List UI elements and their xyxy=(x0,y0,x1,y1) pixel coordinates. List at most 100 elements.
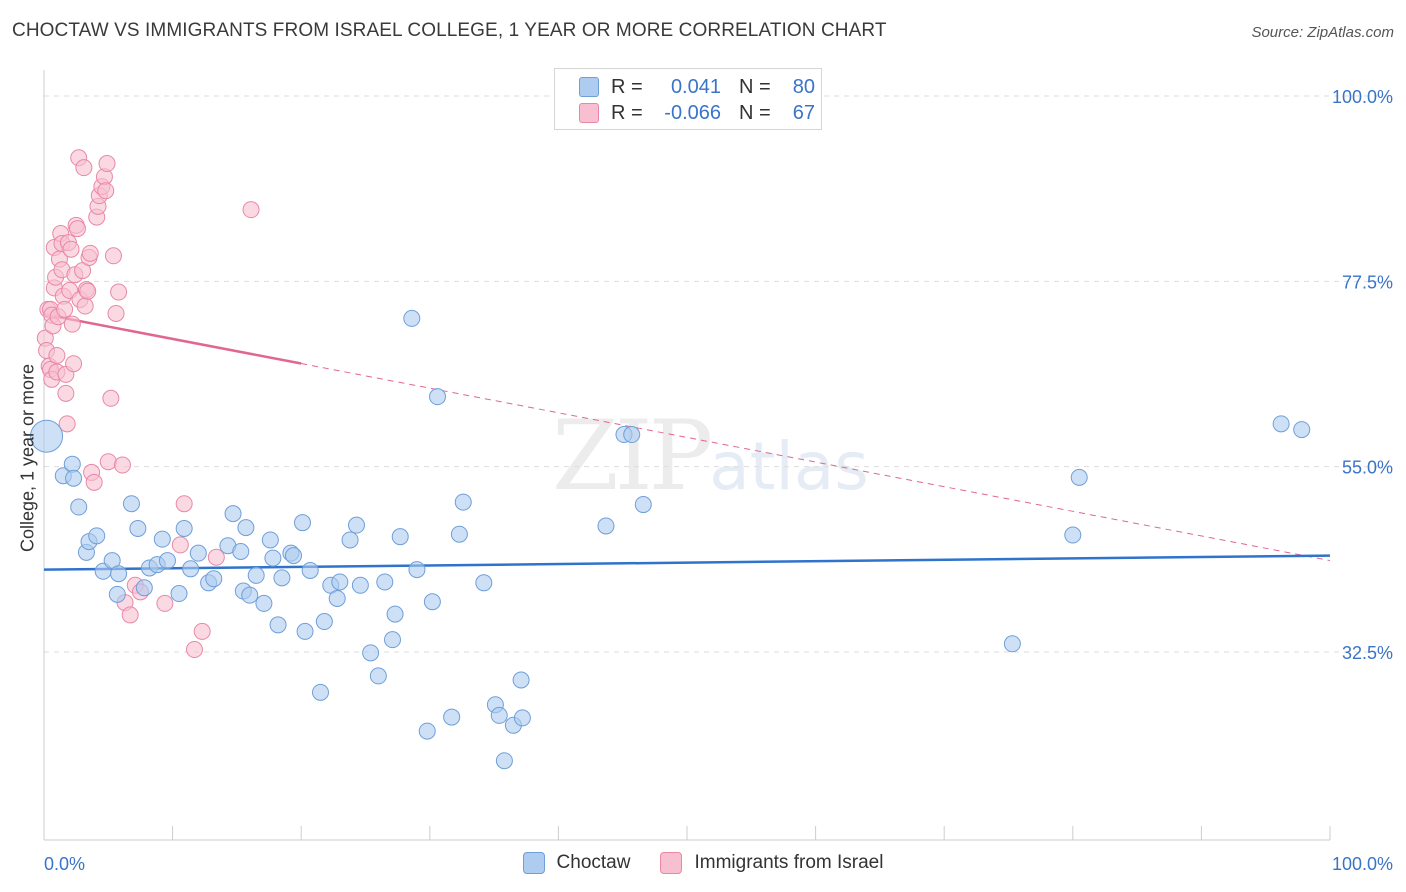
y-tick-label: 55.0% xyxy=(1342,458,1393,478)
data-point-israel xyxy=(121,606,139,624)
data-point-choctaw xyxy=(158,552,176,570)
data-point-choctaw xyxy=(261,531,279,549)
y-tick-label: 32.5% xyxy=(1342,643,1393,663)
legend-item-israel[interactable]: Immigrants from Israel xyxy=(660,852,883,874)
data-point-choctaw xyxy=(110,565,128,583)
legend-n-label: N = xyxy=(739,101,771,124)
data-point-israel xyxy=(242,201,260,219)
x-tick-label: 100.0% xyxy=(1332,854,1393,874)
legend-row-choctaw: R = 0.041 N = 80 xyxy=(579,75,815,99)
data-point-israel xyxy=(56,300,74,318)
data-point-choctaw xyxy=(454,493,472,511)
data-point-choctaw xyxy=(153,530,171,548)
data-point-choctaw xyxy=(341,531,359,549)
data-point-choctaw xyxy=(490,706,508,724)
legend-label-israel: Immigrants from Israel xyxy=(694,852,884,873)
data-point-choctaw xyxy=(70,498,88,516)
data-point-israel xyxy=(156,594,174,612)
data-point-israel xyxy=(110,283,128,301)
data-point-choctaw xyxy=(1293,421,1311,439)
y-axis-label: College, 1 year or more xyxy=(17,363,38,553)
legend-r-label: R = xyxy=(611,101,643,124)
data-point-israel xyxy=(113,456,131,474)
y-tick-label: 77.5% xyxy=(1342,272,1393,292)
legend-r-value: -0.066 xyxy=(664,101,721,124)
data-point-choctaw xyxy=(269,616,287,634)
data-point-choctaw xyxy=(513,709,531,727)
data-point-choctaw xyxy=(30,419,64,453)
x-tick-label: 0.0% xyxy=(44,854,85,874)
data-point-choctaw xyxy=(264,549,282,567)
chart-title: CHOCTAW VS IMMIGRANTS FROM ISRAEL COLLEG… xyxy=(12,20,887,41)
axes xyxy=(43,70,1331,841)
y-tick-label: 100.0% xyxy=(1332,87,1393,107)
data-point-choctaw xyxy=(293,514,311,532)
data-point-choctaw xyxy=(423,593,441,611)
data-point-israel xyxy=(107,304,125,322)
data-point-israel xyxy=(207,548,225,566)
legend-swatch-israel xyxy=(579,103,599,123)
legend-n-value: 67 xyxy=(792,101,815,124)
legend-label-choctaw: Choctaw xyxy=(556,852,631,873)
data-point-choctaw xyxy=(347,516,365,534)
data-point-choctaw xyxy=(386,605,404,623)
data-point-choctaw xyxy=(391,528,409,546)
points-choctaw xyxy=(30,309,1311,770)
legend-swatch-israel xyxy=(660,852,683,874)
data-point-choctaw xyxy=(311,683,329,701)
trend-line-israel-solid xyxy=(43,313,302,365)
data-point-israel xyxy=(76,297,94,315)
data-point-choctaw xyxy=(331,573,349,591)
data-point-choctaw xyxy=(205,570,223,588)
data-point-choctaw xyxy=(623,426,641,444)
data-point-choctaw xyxy=(237,519,255,537)
source-label[interactable]: Source: ZipAtlas.com xyxy=(1251,24,1394,41)
data-point-choctaw xyxy=(284,547,302,565)
legend-swatch-choctaw xyxy=(579,77,599,97)
data-point-choctaw xyxy=(296,622,314,640)
data-point-israel xyxy=(57,384,75,402)
legend-swatch-choctaw xyxy=(522,852,545,874)
legend-n-value: 80 xyxy=(792,75,815,98)
data-point-choctaw xyxy=(443,708,461,726)
legend-row-israel: R = -0.066 N = 67 xyxy=(579,101,815,125)
data-point-choctaw xyxy=(129,519,147,537)
data-point-israel xyxy=(65,355,83,373)
data-point-israel xyxy=(193,622,211,640)
data-point-choctaw xyxy=(475,574,493,592)
legend-item-choctaw[interactable]: Choctaw xyxy=(522,852,631,874)
stats-legend: R = 0.041 N = 80 R = -0.066 N = 67 xyxy=(554,68,822,130)
trend-israel xyxy=(43,313,1331,562)
data-point-choctaw xyxy=(108,585,126,603)
data-point-israel xyxy=(75,159,93,177)
data-point-israel xyxy=(62,240,80,258)
data-point-choctaw xyxy=(369,667,387,685)
data-point-choctaw xyxy=(408,561,426,579)
data-point-israel xyxy=(79,282,97,300)
data-point-choctaw xyxy=(135,579,153,597)
data-point-choctaw xyxy=(597,517,615,535)
data-point-choctaw xyxy=(315,613,333,631)
data-point-choctaw xyxy=(351,576,369,594)
data-point-choctaw xyxy=(189,544,207,562)
data-point-israel xyxy=(185,641,203,659)
data-point-choctaw xyxy=(450,525,468,543)
legend-r-label: R = xyxy=(611,75,643,98)
data-point-choctaw xyxy=(362,644,380,662)
data-point-choctaw xyxy=(1272,415,1290,433)
data-point-choctaw xyxy=(328,589,346,607)
data-point-choctaw xyxy=(634,496,652,514)
data-point-choctaw xyxy=(241,586,259,604)
data-point-choctaw xyxy=(1064,526,1082,544)
data-point-israel xyxy=(58,415,76,433)
data-point-israel xyxy=(98,155,116,173)
data-point-choctaw xyxy=(384,631,402,649)
data-point-israel xyxy=(171,536,189,554)
watermark: ZIPatlas xyxy=(552,400,869,512)
data-point-israel xyxy=(97,182,115,200)
data-point-choctaw xyxy=(224,505,242,523)
data-point-israel xyxy=(85,473,103,491)
legend-r-value: 0.041 xyxy=(670,75,721,98)
data-point-israel xyxy=(104,247,122,265)
